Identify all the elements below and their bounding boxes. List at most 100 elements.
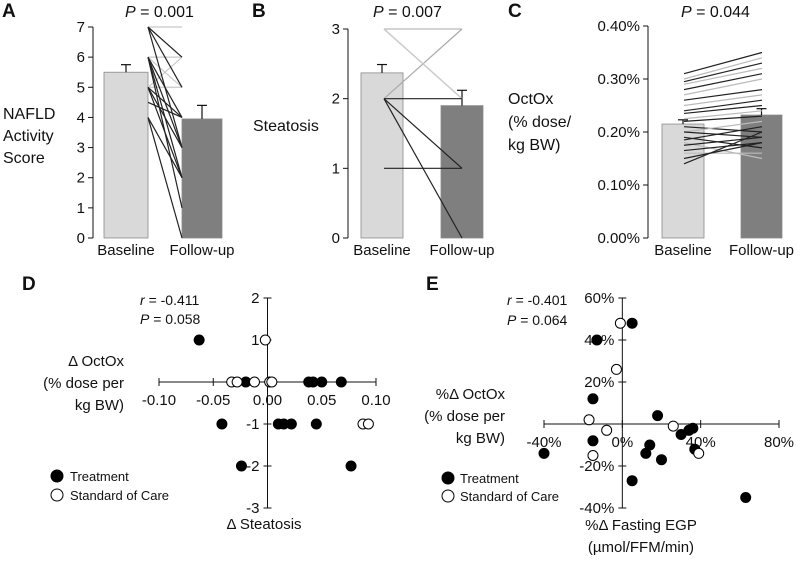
data-point-standard-of-care [693, 447, 705, 459]
panel-d-ylabel: Δ OctOx (% dose per kg BW) [43, 353, 124, 414]
x-tick-label: -0.05 [196, 392, 230, 409]
paired-line [683, 142, 763, 160]
panel-d-ylabel-line: Δ OctOx [68, 353, 124, 370]
panel-e-r-label: r = -0.401 [507, 292, 568, 308]
data-point-treatment [216, 418, 228, 430]
y-tick-label: 2 [77, 170, 85, 187]
data-point-treatment [640, 447, 652, 459]
paired-line [383, 98, 463, 169]
paired-line [683, 142, 763, 152]
panel-a-plot: 0 1 2 3 4 5 6 7 Baseline Follow-up [77, 19, 235, 259]
data-point-treatment [193, 334, 205, 346]
panel-d-plot: -0.10 -0.05 0.00 0.05 0.10 -3 -2 -1 1 2 [142, 290, 391, 517]
panel-letter-a: A [2, 1, 16, 22]
category-label: Baseline [353, 242, 411, 259]
paired-line [147, 56, 183, 118]
data-point-treatment [335, 376, 347, 388]
y-tick-label: 0.20% [597, 124, 640, 141]
category-label: Follow-up [429, 242, 494, 259]
paired-line [683, 136, 763, 146]
panel-c-ylabel: OctOx (% dose/ kg BW) [508, 91, 572, 154]
panel-e-ylabel-line: kg BW) [456, 430, 505, 447]
data-point-standard-of-care [248, 376, 260, 388]
panel-b-plot: 0 1 2 3 Baseline Follow-up [332, 21, 495, 259]
paired-line [683, 110, 763, 120]
data-point-treatment [687, 422, 699, 434]
panel-d-r-label: r = -0.411 [140, 292, 199, 308]
y-tick-label: 20% [584, 374, 614, 391]
legend-marker-standard-of-care [50, 488, 64, 502]
paired-line [683, 57, 763, 80]
paired-line [683, 99, 763, 112]
data-point-treatment [656, 454, 667, 466]
y-tick-label: 1 [77, 200, 85, 217]
panel-d-legend: Treatment Standard of Care [50, 469, 169, 503]
data-point-standard-of-care [231, 376, 243, 388]
panel-a: P = 0.001 NAFLD Activity Score 0 1 2 3 4 5 6 7 B… [3, 4, 235, 259]
paired-line [683, 104, 763, 115]
bar [103, 71, 149, 239]
data-point-treatment [652, 410, 664, 422]
bar [740, 114, 783, 239]
data-point-standard-of-care [614, 317, 626, 329]
bar [440, 105, 484, 239]
x-tick-label: 80% [764, 434, 794, 451]
panel-e-ylabel-line: (% dose per [424, 408, 505, 425]
paired-line [147, 87, 183, 178]
paired-line [683, 51, 763, 75]
bar [181, 118, 223, 239]
panel-c-ylabel-line: kg BW) [508, 137, 560, 154]
y-tick-label: -20% [579, 458, 614, 475]
y-tick-label: 6 [77, 49, 85, 66]
panel-b-ylabel-line: Steatosis [253, 118, 319, 135]
paired-line [683, 78, 763, 96]
y-tick-label: 2 [332, 91, 340, 108]
paired-line [683, 136, 763, 149]
y-tick-label: 3 [77, 140, 85, 157]
x-tick-label: 0.05 [307, 392, 336, 409]
paired-line [147, 86, 183, 118]
y-tick-label: 60% [584, 290, 614, 307]
bar [661, 123, 705, 239]
legend-label-standard-of-care: Standard of Care [460, 489, 559, 504]
panel-b-ylabel: Steatosis [253, 118, 319, 135]
paired-line [683, 67, 763, 85]
paired-line [683, 62, 763, 83]
category-label: Baseline [97, 242, 155, 259]
data-point-standard-of-care [362, 418, 374, 430]
paired-line [147, 86, 183, 148]
data-point-treatment [587, 393, 599, 405]
y-tick-label: 0.40% [597, 18, 640, 35]
panel-d: r = -0.411 P = 0.058 Δ OctOx (% dose per… [43, 290, 390, 533]
panel-letter-b: B [252, 1, 266, 22]
panel-a-ylabel: NAFLD Activity Score [3, 106, 55, 167]
paired-line [683, 115, 763, 122]
data-point-treatment [626, 475, 638, 487]
panel-a-ylabel-line: Score [3, 150, 45, 167]
paired-line [683, 131, 763, 165]
y-tick-label: 4 [77, 109, 85, 126]
panel-d-ylabel-line: (% dose per [43, 375, 124, 392]
y-tick-label: 1 [332, 160, 340, 177]
data-point-treatment [740, 492, 752, 503]
legend-marker-treatment [50, 469, 64, 483]
data-point-standard-of-care [587, 450, 599, 461]
data-point-standard-of-care [667, 420, 679, 432]
paired-line [147, 26, 183, 58]
legend-label-standard-of-care: Standard of Care [70, 488, 169, 503]
panel-c: P = 0.044 OctOx (% dose/ kg BW) 0.00% 0.1… [508, 4, 794, 259]
data-point-standard-of-care [601, 424, 613, 436]
data-point-treatment [345, 460, 357, 472]
panel-e: r = -0.401 P = 0.064 %Δ OctOx (% dose pe… [424, 290, 794, 556]
paired-line [147, 117, 183, 239]
panel-e-p-label: P = 0.064 [507, 312, 568, 328]
x-tick-label: 0% [611, 434, 633, 451]
category-label: Follow-up [169, 242, 234, 259]
data-point-treatment [587, 435, 599, 447]
y-tick-label: 1 [251, 332, 259, 349]
panel-letter-e: E [426, 274, 439, 295]
paired-line [683, 131, 763, 138]
data-point-treatment [626, 317, 638, 329]
panel-b-p-label: P = 0.007 [373, 4, 442, 21]
